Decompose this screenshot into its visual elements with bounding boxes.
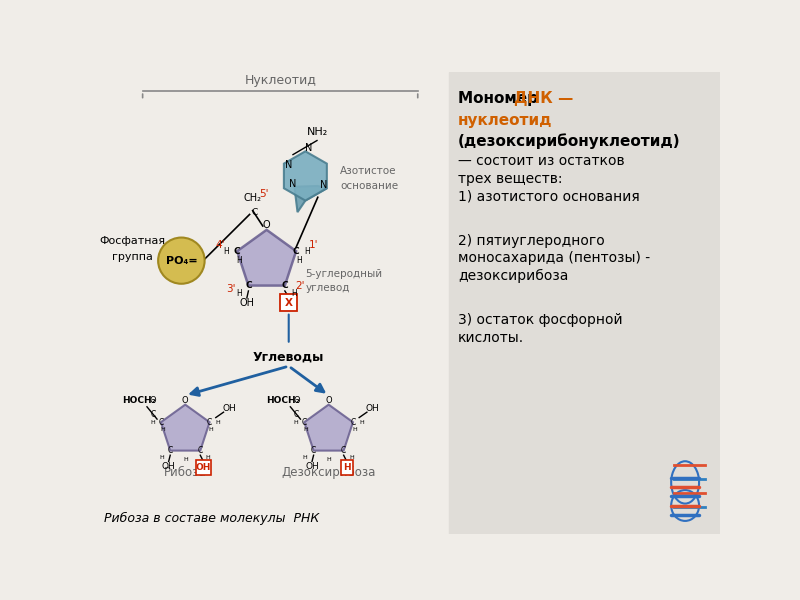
Text: кислоты.: кислоты. [458,331,524,345]
Text: ДНК —: ДНК — [514,91,574,106]
Text: C: C [207,418,212,427]
Text: трех веществ:: трех веществ: [458,172,562,186]
Text: 3) остаток фосфорной: 3) остаток фосфорной [458,313,622,327]
Text: 4': 4' [215,240,225,250]
Text: Рибоза в составе молекулы  РНК: Рибоза в составе молекулы РНК [104,512,319,525]
Polygon shape [284,151,327,200]
FancyBboxPatch shape [196,460,210,475]
Text: H: H [216,419,221,425]
Text: C: C [150,410,156,419]
Text: H: H [349,455,354,460]
Circle shape [158,238,205,284]
Text: OH: OH [239,298,254,308]
Text: углевод: углевод [306,283,350,293]
Text: H: H [236,289,242,298]
Text: Углеводы: Углеводы [253,351,325,364]
Text: C: C [293,247,299,256]
Text: OH: OH [196,463,211,472]
Text: C: C [245,281,252,290]
Text: H: H [326,457,331,463]
Text: H: H [352,427,357,433]
Text: H: H [304,247,310,256]
Text: O: O [150,396,157,405]
Text: (дезоксирибонуклеотид): (дезоксирибонуклеотид) [458,134,681,149]
Polygon shape [161,404,210,451]
Text: 1': 1' [309,240,318,250]
Text: нуклеотид: нуклеотид [458,113,553,128]
Text: Фосфатная: Фосфатная [99,236,166,247]
Polygon shape [304,404,353,451]
Text: H: H [223,247,229,256]
Bar [449,72,720,534]
Text: C: C [282,281,288,290]
Text: C: C [251,208,258,217]
Text: основание: основание [340,181,398,191]
Text: H: H [206,455,210,460]
Text: Дезоксирибоза: Дезоксирибоза [282,466,376,479]
Text: H: H [296,256,302,265]
Text: N: N [305,143,312,153]
Text: дезоксирибоза: дезоксирибоза [458,269,569,283]
Text: O: O [294,396,300,405]
Text: H: H [150,419,154,425]
Text: OH: OH [222,404,236,413]
Text: Рибоза: Рибоза [164,466,206,479]
FancyBboxPatch shape [341,460,353,475]
Text: C: C [158,418,163,427]
Text: NH₂: NH₂ [306,127,328,137]
Text: 5': 5' [259,189,269,199]
Text: C: C [198,446,203,455]
Text: Мономер: Мономер [458,91,543,106]
Text: OH: OH [366,404,379,413]
Text: O: O [326,396,332,405]
Text: H: H [183,457,188,463]
Text: H: H [159,455,164,460]
Polygon shape [237,230,296,286]
Text: моносахарида (пентозы) -: моносахарида (пентозы) - [458,251,650,265]
Text: C: C [350,418,355,427]
Text: C: C [294,410,299,419]
Polygon shape [294,186,327,212]
Text: 5-углеродный: 5-углеродный [306,269,382,279]
Text: C: C [234,247,241,256]
Text: HOCH₂: HOCH₂ [122,396,156,405]
Text: 2) пятиуглеродного: 2) пятиуглеродного [458,233,605,248]
Text: OH: OH [305,461,319,470]
Text: H: H [236,256,242,265]
Text: H: H [302,455,307,460]
Text: C: C [341,446,346,455]
Text: N: N [285,160,292,170]
Text: H: H [359,419,364,425]
Text: PO₄=: PO₄= [166,256,197,266]
Text: H: H [343,463,350,472]
Text: N: N [289,179,297,190]
Text: 8: 8 [677,419,702,457]
Text: H: H [160,427,165,433]
Text: CH₂: CH₂ [244,193,262,203]
Text: O: O [263,220,270,230]
Text: 3': 3' [226,284,236,295]
Text: — состоит из остатков: — состоит из остатков [458,154,625,169]
Text: группа: группа [112,252,153,262]
Text: O: O [182,396,189,405]
Text: X: X [285,298,293,308]
FancyBboxPatch shape [280,295,298,311]
Bar [100,72,449,534]
Text: H: H [294,419,298,425]
Text: H: H [303,427,308,433]
Text: C: C [302,418,307,427]
Text: OH: OH [162,461,175,470]
Text: HOCH₂: HOCH₂ [266,396,299,405]
Text: C: C [311,446,316,455]
Text: H: H [209,427,214,433]
Text: C: C [167,446,173,455]
Text: 2': 2' [295,281,305,290]
Text: N: N [320,180,327,190]
Text: 1) азотистого основания: 1) азотистого основания [458,190,640,204]
Text: Азотистое: Азотистое [340,166,397,176]
Text: Нуклеотид: Нуклеотид [244,74,316,86]
Text: H: H [291,289,297,298]
